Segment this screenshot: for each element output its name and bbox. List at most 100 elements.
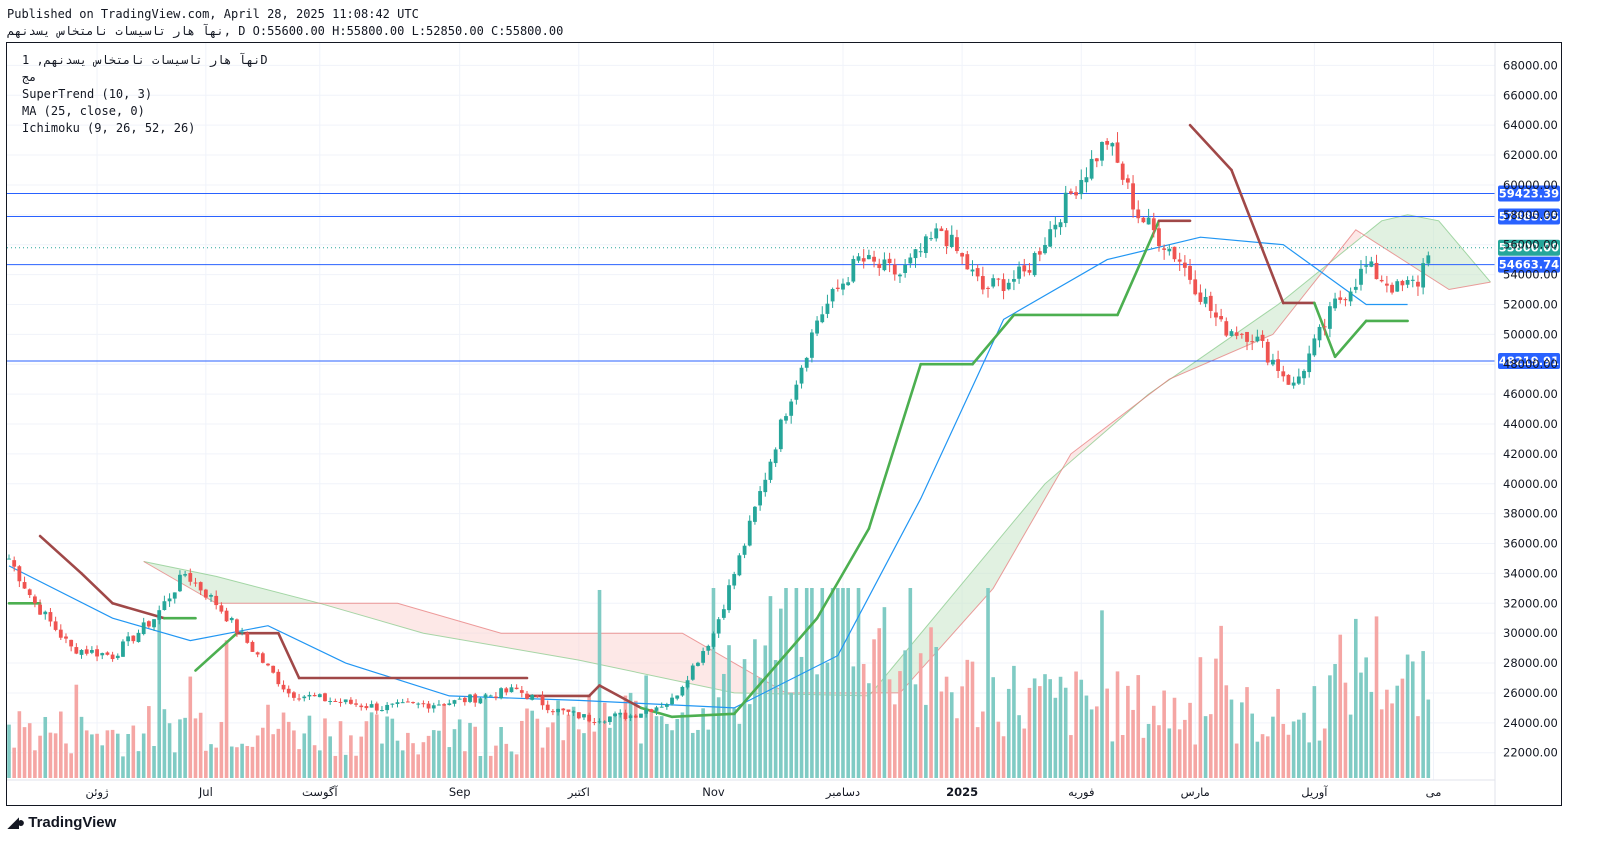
volume-bar xyxy=(571,706,576,778)
candle-body xyxy=(1426,255,1431,264)
hline-price-tag xyxy=(1498,185,1560,202)
legend-ichimoku[interactable]: Ichimoku (9, 26, 52, 26) xyxy=(22,121,196,135)
supertrend-segment xyxy=(732,676,767,716)
candle-body xyxy=(1229,331,1234,336)
volume-bar xyxy=(1297,719,1301,778)
volume-bar xyxy=(514,754,519,778)
volume-bar xyxy=(343,754,348,778)
volume-bar xyxy=(1193,744,1198,778)
candle-body xyxy=(307,694,312,697)
y-tick-label: 56000.00 xyxy=(1503,238,1558,252)
volume-bar xyxy=(794,588,799,778)
chart-frame[interactable]: 59423.39 57885.65 54663.74 48219.91 55800.00… xyxy=(6,42,1562,806)
candle-body xyxy=(447,703,452,706)
y-tick-label: 48000.00 xyxy=(1503,357,1558,371)
candle-body xyxy=(514,687,519,690)
candle-body xyxy=(281,684,286,690)
volume-bar xyxy=(183,717,187,778)
chart-canvas[interactable]: 59423.39 57885.65 54663.74 48219.91 55800.00… xyxy=(7,43,1561,805)
candle-body xyxy=(1182,262,1187,268)
volume-bar xyxy=(509,751,514,778)
candle-body xyxy=(1120,163,1125,180)
volume-bar xyxy=(1276,688,1280,778)
candle-body xyxy=(654,707,659,711)
candle-body xyxy=(53,621,58,630)
legend-supertrend[interactable]: SuperTrend (10, 3) xyxy=(22,87,153,101)
volume-bar xyxy=(110,729,115,778)
candle-body xyxy=(22,582,27,589)
volume-bar xyxy=(706,729,711,778)
legend-ma[interactable]: MA (25, close, 0) xyxy=(22,104,145,118)
supertrend-segment xyxy=(598,684,643,710)
volume-bar xyxy=(1048,679,1052,778)
volume-bar xyxy=(136,751,141,778)
volume-bar xyxy=(970,661,975,778)
volume-bar xyxy=(390,718,395,778)
volume-bar xyxy=(908,588,913,778)
volume-bar xyxy=(1063,687,1068,778)
volume-bar xyxy=(463,751,467,778)
candle-body xyxy=(1063,192,1068,224)
candle-body xyxy=(369,704,374,708)
volume-bar xyxy=(499,727,503,778)
y-tick-label: 34000.00 xyxy=(1503,566,1558,580)
volume-bar xyxy=(753,639,757,778)
volume-bar xyxy=(747,704,752,778)
candle-body xyxy=(58,629,63,638)
candle-body xyxy=(416,703,421,705)
candle-body xyxy=(100,653,105,656)
volume-bar xyxy=(1250,713,1254,778)
tradingview-logo[interactable]: ◢● TradingView xyxy=(8,814,116,831)
volume-bar xyxy=(426,735,431,778)
volume-bar xyxy=(789,692,793,778)
ma25-line xyxy=(8,236,1408,709)
candle-body xyxy=(152,619,156,628)
candle-body xyxy=(856,256,861,261)
candle-body xyxy=(426,703,431,709)
volume-bar xyxy=(1188,702,1192,778)
candle-body xyxy=(141,622,146,635)
volume-bar xyxy=(582,733,586,778)
volume-bar xyxy=(105,730,110,778)
candle-body xyxy=(1053,224,1058,230)
candle-body xyxy=(266,663,270,666)
volume-bar xyxy=(727,645,731,778)
candle-body xyxy=(348,699,353,704)
y-tick-label: 62000.00 xyxy=(1503,148,1558,162)
volume-bar xyxy=(281,712,286,778)
candle-body xyxy=(903,264,908,273)
volume-bar xyxy=(1095,706,1099,778)
candle-body xyxy=(955,237,959,252)
volume-bar xyxy=(934,647,939,778)
candle-body xyxy=(1089,158,1094,179)
candle-body xyxy=(312,694,317,697)
candle-body xyxy=(820,314,825,323)
volume-bar xyxy=(126,734,130,778)
y-tick-label: 66000.00 xyxy=(1503,88,1558,102)
volume-bar xyxy=(939,691,944,778)
candle-body xyxy=(224,610,229,622)
volume-bar xyxy=(380,743,384,778)
volume-bar xyxy=(861,663,866,778)
candle-body xyxy=(64,636,68,639)
candle-body xyxy=(633,715,638,718)
candle-body xyxy=(799,367,804,384)
candle-body xyxy=(48,612,53,622)
volume-bar xyxy=(1115,671,1120,778)
volume-bar xyxy=(204,750,208,778)
candle-body xyxy=(701,651,706,663)
candle-body xyxy=(276,671,281,685)
candle-body xyxy=(1048,229,1053,247)
volume-bar xyxy=(302,733,307,778)
candle-body xyxy=(400,702,405,704)
volume-bar xyxy=(152,745,156,778)
candle-body xyxy=(618,712,623,715)
volume-bar xyxy=(79,716,84,778)
candle-body xyxy=(79,650,84,655)
candle-body xyxy=(830,289,835,302)
volume-bar xyxy=(628,692,633,778)
volume-bar xyxy=(1364,657,1368,778)
supertrend-segment xyxy=(38,534,83,575)
volume-bar xyxy=(773,660,778,778)
tradingview-logo-text: TradingView xyxy=(28,814,117,831)
